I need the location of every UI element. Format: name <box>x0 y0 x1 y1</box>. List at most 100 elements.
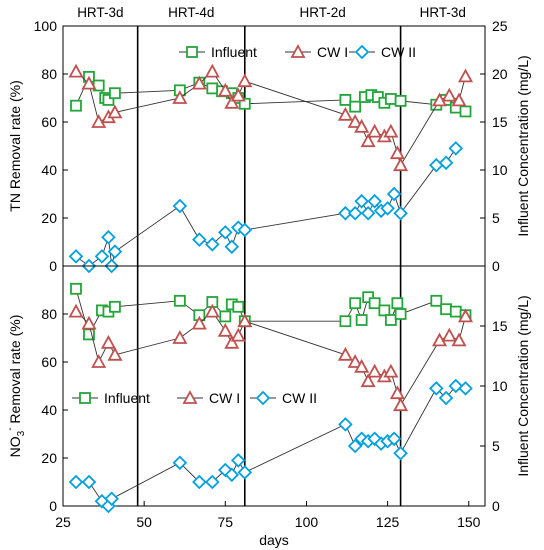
data-point <box>355 314 368 326</box>
series-line <box>75 70 466 167</box>
legend-marker <box>354 44 370 60</box>
data-point <box>100 334 116 349</box>
y-axis-title: NO3- Removal rate (%) <box>5 315 27 458</box>
data-point <box>432 332 448 347</box>
data-point <box>109 300 121 313</box>
data-point <box>360 133 376 148</box>
data-point <box>360 205 376 221</box>
data-point <box>337 106 353 121</box>
y-tick-label: 0 <box>49 258 57 274</box>
y-tick-label: 80 <box>41 306 57 322</box>
legend: Influent CW I CW II <box>72 390 317 406</box>
plot-frame <box>62 265 486 507</box>
data-point <box>430 294 443 307</box>
legend-label: CW II <box>282 390 317 406</box>
data-point <box>458 68 474 83</box>
data-point <box>438 390 454 406</box>
series-cw-ii <box>68 141 464 274</box>
data-point <box>384 314 397 326</box>
data-point <box>81 75 97 90</box>
data-point <box>383 363 399 378</box>
y-tick-label: 60 <box>41 114 57 130</box>
data-point <box>205 237 220 252</box>
data-point <box>237 73 253 88</box>
data-point <box>81 474 97 490</box>
y2-axis-title: Influent Concentration (mg/L) <box>515 55 531 236</box>
data-point <box>230 327 246 342</box>
y-tick-label: 40 <box>41 402 57 418</box>
bottom-panel: 0 20 40 60 80 0 5 10 15 NO3- Removal rate (%) Infl… <box>5 265 531 548</box>
y-axis-title-rest: Removal rate (%) <box>7 315 23 428</box>
data-point <box>172 90 188 104</box>
data-point <box>347 354 363 368</box>
data-point <box>429 381 444 396</box>
data-point <box>367 193 382 209</box>
data-point <box>68 249 84 264</box>
legend-marker <box>290 44 306 58</box>
y-tick-label: 40 <box>41 162 57 178</box>
data-point <box>339 315 352 328</box>
legend-marker <box>255 390 271 406</box>
y-axis-title-sup: - <box>5 427 16 430</box>
data-point <box>438 155 454 171</box>
data-point <box>230 87 246 102</box>
data-point <box>362 291 375 304</box>
y-axis-title-sub: 3 <box>16 430 27 436</box>
data-point <box>448 141 464 156</box>
plot-frame <box>62 25 486 267</box>
data-point <box>231 453 246 468</box>
y2-tick-label: 10 <box>492 378 508 394</box>
data-point <box>389 145 405 160</box>
y-tick-label: 0 <box>49 498 57 514</box>
data-point <box>360 373 376 388</box>
data-point <box>337 346 353 361</box>
legend-label: CW II <box>381 44 416 60</box>
data-point <box>238 97 251 110</box>
data-point <box>393 157 409 172</box>
y2-tick-label: 5 <box>492 438 500 454</box>
data-point <box>391 297 404 310</box>
data-point <box>386 431 402 447</box>
data-point <box>449 305 462 318</box>
data-point <box>394 308 407 320</box>
data-point <box>218 225 233 240</box>
series-cw-ii <box>68 378 473 514</box>
data-point <box>338 205 353 221</box>
x-tick-label: 100 <box>295 514 319 530</box>
series-influent <box>70 70 472 118</box>
legend-label: CW I <box>317 44 348 60</box>
legend-marker <box>182 390 198 404</box>
data-point <box>109 87 121 100</box>
series-influent <box>70 282 472 341</box>
data-point <box>354 193 369 209</box>
data-point <box>107 104 123 119</box>
data-point <box>338 417 353 432</box>
x-axis-title: days <box>259 532 289 548</box>
x-tick-label: 125 <box>376 514 400 530</box>
data-point <box>429 157 444 173</box>
data-point <box>441 87 457 102</box>
data-point <box>91 354 107 368</box>
data-point <box>384 93 397 105</box>
data-point <box>347 205 363 221</box>
data-point <box>380 201 395 216</box>
data-point <box>206 82 219 95</box>
y-tick-label: 100 <box>34 18 58 34</box>
data-point <box>378 304 391 317</box>
data-point <box>173 294 186 307</box>
y2-tick-label: 5 <box>492 210 500 226</box>
data-point <box>339 94 352 106</box>
legend-marker <box>79 392 91 404</box>
data-point <box>367 363 383 378</box>
data-point <box>393 205 408 221</box>
data-point <box>224 239 240 255</box>
data-point <box>448 378 464 394</box>
y-axis-title: TN Removal rate (%) <box>7 80 23 211</box>
y2-tick-label: 0 <box>492 498 500 514</box>
legend-marker <box>186 46 198 58</box>
data-point <box>349 297 362 310</box>
data-point <box>101 229 116 245</box>
data-point <box>91 114 107 128</box>
data-point <box>81 315 97 330</box>
data-point <box>441 327 457 342</box>
